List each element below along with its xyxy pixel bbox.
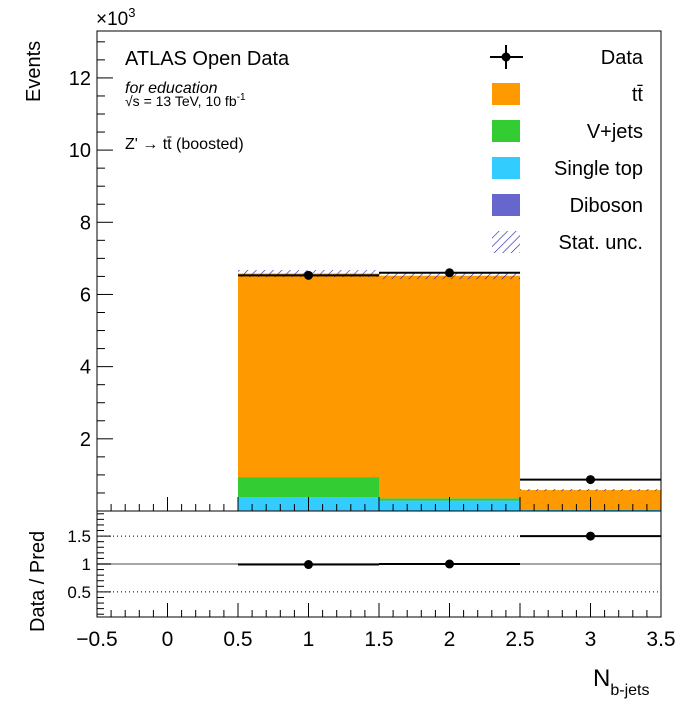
ratio-data-points [238, 531, 661, 570]
channel-label: Z' → tt̄ (boosted) [125, 136, 244, 153]
xtick-label-1.5: 1.5 [364, 628, 393, 651]
legend-label-2: V+jets [587, 121, 643, 143]
legend-data-marker [501, 52, 511, 62]
legend-label-5: Stat. unc. [559, 232, 644, 254]
xtick-label-2: 2 [444, 628, 456, 651]
main-ytick-label-2000: 2 [80, 429, 91, 451]
main-plot-bars [238, 273, 661, 511]
ratio-ytick-label-1.5: 1.5 [67, 527, 91, 546]
legend: Data tt̄ V+jets Single top Diboson Stat. unc. [490, 45, 644, 254]
bar-v-jets-bin-0 [238, 477, 379, 498]
ratio-ytick-label-1: 1 [82, 555, 91, 574]
x-axis-label: Nb-jets [593, 665, 649, 699]
xtick-label-2.5: 2.5 [505, 628, 534, 651]
main-y-axis-label: Events [23, 41, 45, 102]
ratio-point-0 [304, 560, 313, 570]
ratio-point-1 [445, 559, 454, 569]
y-scale-factor: ×103 [96, 5, 135, 30]
legend-hatch-swatch [492, 231, 520, 253]
xtick-label-0: 0 [162, 628, 174, 651]
main-ytick-label-8000: 8 [80, 212, 91, 234]
legend-label-1: tt̄ [632, 84, 644, 106]
legend-swatch-2 [492, 120, 520, 142]
legend-label-4: Diboson [570, 195, 643, 217]
main-data-points [238, 268, 661, 485]
ratio-ytick-label-0.5: 0.5 [67, 583, 91, 602]
legend-swatch-3 [492, 157, 520, 179]
education-label: for education [125, 80, 218, 97]
legend-label-3: Single top [554, 158, 643, 180]
legend-swatch-4 [492, 194, 520, 216]
experiment-label: ATLAS Open Data [125, 48, 290, 70]
energy-label: √s = 13 TeV, 10 fb-1 [125, 92, 246, 109]
ratio-point-2 [586, 531, 595, 541]
data-point-0 [304, 270, 313, 280]
xtick-label--0.5: −0.5 [76, 628, 117, 651]
main-y-axis: 2 4 6 8 10 12 [69, 41, 113, 494]
legend-swatch-1 [492, 83, 520, 105]
ratio-y-axis-label: Data / Pred [27, 531, 49, 632]
x-axis: −0.5 0 0.5 1 1.5 2 2.5 3 3.5 [76, 603, 676, 651]
main-ytick-label-10000: 10 [69, 140, 91, 162]
ratio-y-axis: 0.5 1 1.5 [67, 513, 111, 615]
main-ytick-label-4000: 4 [80, 357, 91, 379]
xtick-label-3.5: 3.5 [646, 628, 675, 651]
data-point-2 [586, 475, 595, 485]
main-x-ticks [96, 497, 662, 511]
main-ytick-label-12000: 12 [69, 68, 91, 90]
xtick-label-0.5: 0.5 [223, 628, 252, 651]
xtick-label-3: 3 [585, 628, 597, 651]
stat-unc-bin-2 [520, 489, 661, 492]
bar-tt--bin-1 [379, 275, 520, 499]
legend-label-0: Data [601, 47, 644, 69]
bar-tt--bin-0 [238, 273, 379, 478]
xtick-label-1: 1 [303, 628, 315, 651]
data-point-1 [445, 268, 454, 278]
main-ytick-label-6000: 6 [80, 284, 91, 306]
